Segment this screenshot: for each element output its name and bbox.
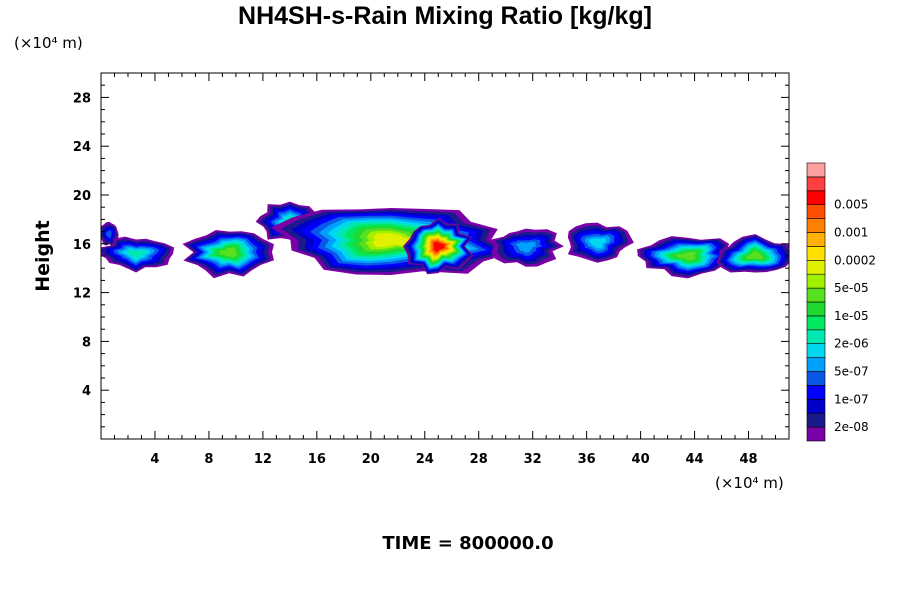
colorbar-label: 0.005 <box>834 198 868 212</box>
y-tick-label: 28 <box>73 91 91 106</box>
y-tick-label: 16 <box>73 238 91 253</box>
contour-fill-level <box>106 230 112 239</box>
colorbar-label: 2e-06 <box>834 337 869 351</box>
x-tick-label: 12 <box>254 452 272 467</box>
y-tick-label: 8 <box>82 335 91 350</box>
colorbar-label: 0.001 <box>834 226 868 240</box>
colorbar-swatch <box>806 315 826 331</box>
x-tick-label: 4 <box>150 452 159 467</box>
colorbar-swatch <box>806 287 826 303</box>
colorbar-swatch <box>806 301 826 317</box>
colorbar-swatch <box>806 190 826 206</box>
colorbar-label: 0.0002 <box>834 253 876 267</box>
colorbar-label: 1e-05 <box>834 309 869 323</box>
x-tick-label: 32 <box>524 452 542 467</box>
y-unit-label: (×10⁴ m) <box>14 34 83 52</box>
x-tick-label: 20 <box>362 452 380 467</box>
y-axis: 4 8 12 16 20 24 28 <box>73 84 789 428</box>
y-axis-label: Height <box>32 220 54 292</box>
y-tick-label: 4 <box>82 384 91 399</box>
x-tick-label: 36 <box>578 452 596 467</box>
colorbar-label: 2e-08 <box>834 420 869 434</box>
colorbar-swatch <box>806 412 826 428</box>
colorbar-swatch <box>806 273 826 289</box>
colorbar-swatch <box>806 176 826 192</box>
colorbar-swatch <box>806 371 826 386</box>
colorbar-swatch <box>806 246 826 261</box>
colorbar-swatch <box>806 204 826 219</box>
colorbar-swatch <box>806 218 826 233</box>
contour-fill-level <box>126 250 147 259</box>
y-tick-label: 20 <box>73 189 91 204</box>
colorbar-swatch <box>806 232 826 247</box>
x-tick-label: 28 <box>470 452 488 467</box>
contour-fill-level <box>588 237 607 249</box>
colorbar-swatch <box>806 259 826 275</box>
colorbar-swatch <box>806 343 826 358</box>
x-unit-label: (×10⁴ m) <box>715 474 784 492</box>
contour-fill-level <box>433 241 446 252</box>
colorbar-swatch <box>806 329 826 344</box>
chart-title: NH4SH-s-Rain Mixing Ratio [kg/kg] <box>238 2 652 30</box>
colorbar-swatch <box>806 385 826 400</box>
x-tick-label: 24 <box>416 452 434 467</box>
mixing-ratio-field <box>101 201 789 279</box>
colorbar: 2e-08 1e-07 5e-07 2e-06 1e-05 5e-05 0.0002 0.00… <box>806 162 876 442</box>
colorbar-swatch <box>806 357 826 372</box>
x-tick-label: 40 <box>632 452 650 467</box>
x-tick-label: 8 <box>204 452 213 467</box>
x-tick-label: 48 <box>739 452 757 467</box>
time-label: TIME = 800000.0 <box>382 533 553 554</box>
colorbar-label: 5e-07 <box>834 365 869 379</box>
colorbar-swatch <box>806 162 826 178</box>
y-tick-label: 24 <box>73 140 91 155</box>
contour-fill-level <box>218 247 238 258</box>
colorbar-swatch <box>806 426 826 442</box>
x-tick-label: 44 <box>686 452 704 467</box>
contour-fill-level <box>515 241 537 253</box>
x-axis: 4 8 12 16 20 24 28 32 36 40 44 48 <box>113 73 777 467</box>
colorbar-label: 5e-05 <box>834 281 869 295</box>
x-tick-label: 16 <box>308 452 326 467</box>
contour-fill-level <box>675 251 697 261</box>
colorbar-swatch <box>806 398 826 414</box>
contour-fill-level <box>745 250 764 260</box>
y-tick-label: 12 <box>73 287 91 302</box>
colorbar-label: 1e-07 <box>834 392 869 406</box>
